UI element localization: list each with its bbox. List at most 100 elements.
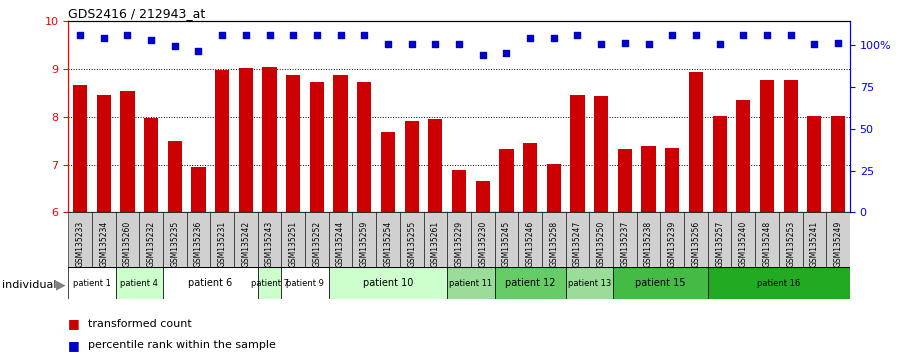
Bar xyxy=(120,91,135,212)
Bar xyxy=(636,212,661,267)
Point xyxy=(499,50,514,56)
Bar xyxy=(494,212,518,267)
Bar xyxy=(257,212,282,267)
Bar xyxy=(499,149,514,212)
Text: GSM135261: GSM135261 xyxy=(431,221,440,267)
Text: GDS2416 / 212943_at: GDS2416 / 212943_at xyxy=(68,7,205,20)
Text: percentile rank within the sample: percentile rank within the sample xyxy=(88,340,276,350)
Point xyxy=(96,35,111,41)
Text: patient 1: patient 1 xyxy=(73,279,111,288)
Text: GSM135235: GSM135235 xyxy=(170,221,179,267)
Bar xyxy=(263,67,276,212)
Bar xyxy=(144,118,158,212)
Bar xyxy=(305,212,329,267)
Point xyxy=(570,32,584,38)
Point xyxy=(452,41,466,47)
Bar xyxy=(381,132,395,212)
Text: GSM135238: GSM135238 xyxy=(644,221,653,267)
Bar xyxy=(115,212,139,267)
Text: GSM135259: GSM135259 xyxy=(360,221,369,267)
Text: GSM135239: GSM135239 xyxy=(668,221,676,267)
Point xyxy=(381,41,395,47)
Point xyxy=(191,48,205,54)
Text: GSM135233: GSM135233 xyxy=(75,221,85,267)
Text: GSM135244: GSM135244 xyxy=(336,221,345,267)
Point xyxy=(689,32,704,38)
Bar xyxy=(452,170,466,212)
Bar xyxy=(570,95,584,212)
Bar xyxy=(642,147,655,212)
Bar xyxy=(310,82,324,212)
Bar xyxy=(210,212,234,267)
Bar xyxy=(68,267,115,299)
Bar xyxy=(424,212,447,267)
Bar xyxy=(755,212,779,267)
Point xyxy=(286,32,301,38)
Point xyxy=(594,41,608,47)
Text: GSM135236: GSM135236 xyxy=(194,221,203,267)
Bar xyxy=(708,212,732,267)
Text: GSM135253: GSM135253 xyxy=(786,221,795,267)
Point xyxy=(428,41,443,47)
Text: GSM135232: GSM135232 xyxy=(146,221,155,267)
Point xyxy=(405,41,419,47)
Text: GSM135243: GSM135243 xyxy=(265,221,274,267)
Bar xyxy=(68,212,92,267)
Point xyxy=(831,40,845,46)
Bar xyxy=(428,119,443,212)
Point xyxy=(523,35,537,41)
Text: patient 10: patient 10 xyxy=(363,278,414,288)
Bar xyxy=(736,100,751,212)
Text: patient 4: patient 4 xyxy=(120,279,158,288)
Bar xyxy=(784,80,798,212)
Bar xyxy=(542,212,565,267)
Point xyxy=(546,35,561,41)
Bar xyxy=(447,267,494,299)
Point xyxy=(144,38,158,43)
Point xyxy=(665,32,680,38)
Bar xyxy=(523,143,537,212)
Bar xyxy=(163,267,257,299)
Text: GSM135246: GSM135246 xyxy=(525,221,534,267)
Bar xyxy=(594,96,608,212)
Text: patient 16: patient 16 xyxy=(757,279,801,288)
Point xyxy=(238,32,253,38)
Bar xyxy=(475,181,490,212)
Bar xyxy=(565,212,589,267)
Point xyxy=(475,52,490,57)
Bar xyxy=(684,212,708,267)
Point xyxy=(357,32,372,38)
Bar xyxy=(405,121,419,212)
Bar xyxy=(613,212,636,267)
Text: GSM135230: GSM135230 xyxy=(478,221,487,267)
Bar xyxy=(376,212,400,267)
Bar xyxy=(732,212,755,267)
Point xyxy=(120,32,135,38)
Text: patient 15: patient 15 xyxy=(635,278,685,288)
Text: GSM135248: GSM135248 xyxy=(763,221,772,267)
Text: GSM135252: GSM135252 xyxy=(313,221,322,267)
Text: patient 9: patient 9 xyxy=(286,279,324,288)
Text: GSM135257: GSM135257 xyxy=(715,221,724,267)
Text: individual: individual xyxy=(2,280,56,290)
Bar xyxy=(400,212,424,267)
Bar xyxy=(665,148,679,212)
Bar xyxy=(779,212,803,267)
Text: ▶: ▶ xyxy=(56,279,66,291)
Text: patient 7: patient 7 xyxy=(251,279,288,288)
Bar xyxy=(115,267,163,299)
Bar xyxy=(282,267,329,299)
Text: GSM135247: GSM135247 xyxy=(573,221,582,267)
Text: ■: ■ xyxy=(68,318,80,330)
Bar xyxy=(803,212,826,267)
Text: patient 11: patient 11 xyxy=(449,279,493,288)
Text: GSM135234: GSM135234 xyxy=(99,221,108,267)
Bar xyxy=(689,72,703,212)
Text: patient 12: patient 12 xyxy=(504,278,555,288)
Bar xyxy=(286,75,300,212)
Bar xyxy=(546,164,561,212)
Bar xyxy=(96,95,111,212)
Text: patient 13: patient 13 xyxy=(568,279,611,288)
Point xyxy=(784,32,798,38)
Text: GSM135255: GSM135255 xyxy=(407,221,416,267)
